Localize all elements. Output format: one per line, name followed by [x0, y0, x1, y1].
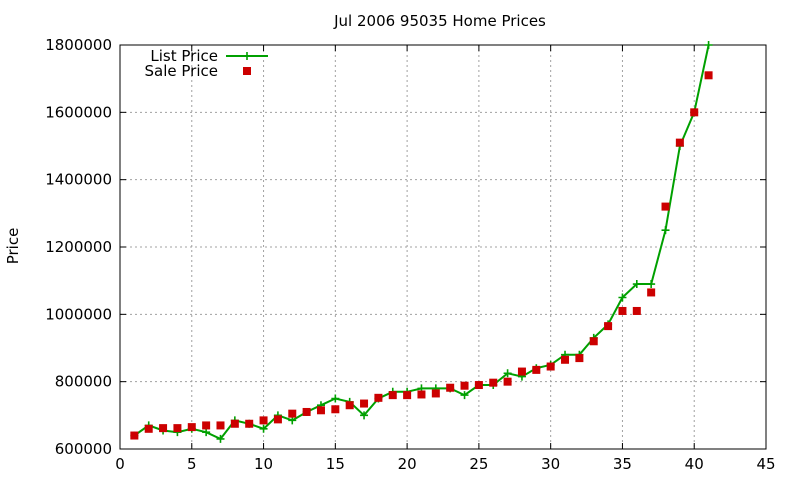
legend-marker-sale-price: [243, 67, 251, 75]
sale-price-point: [144, 424, 153, 433]
list-price-point: [202, 428, 211, 437]
sale-price-point: [130, 431, 139, 440]
list-price-point: [360, 411, 369, 420]
sale-price-point: [589, 337, 598, 346]
sale-price-point: [532, 365, 541, 374]
sale-price-point: [230, 419, 239, 428]
series-layer: [130, 41, 713, 443]
list-price-point: [618, 293, 627, 302]
sale-price-point: [316, 406, 325, 415]
x-tick-label: 25: [469, 455, 488, 473]
list-price-point: [704, 41, 713, 49]
sale-price-point: [431, 389, 440, 398]
sale-price-point: [690, 108, 699, 117]
sale-price-point: [661, 202, 670, 211]
y-tick-label: 1800000: [45, 36, 112, 54]
y-tick-label: 800000: [55, 373, 112, 391]
x-tick-label: 5: [187, 455, 197, 473]
sale-price-point: [173, 424, 182, 433]
y-axis-label: Price: [4, 228, 22, 265]
chart-title: Jul 2006 95035 Home Prices: [333, 12, 546, 30]
legend: List Price Sale Price: [145, 47, 268, 80]
sale-price-point: [273, 415, 282, 424]
sale-price-point: [331, 405, 340, 414]
sale-price-point: [159, 424, 168, 433]
y-tick-label: 1000000: [45, 305, 112, 323]
sale-price-point: [460, 381, 469, 390]
sale-price-point: [245, 419, 254, 428]
x-tick-label: 40: [685, 455, 704, 473]
sale-price-point: [360, 399, 369, 408]
y-tick-label: 1600000: [45, 103, 112, 121]
sale-price-point: [446, 383, 455, 392]
x-tick-label: 15: [326, 455, 345, 473]
sale-price-point: [417, 390, 426, 399]
y-tick-label: 1200000: [45, 238, 112, 256]
x-tick-label: 0: [115, 455, 125, 473]
sale-price-point: [202, 421, 211, 430]
legend-marker-list-price: [243, 52, 251, 60]
sale-price-point: [575, 354, 584, 363]
sale-price-point: [489, 378, 498, 387]
x-tick-label: 45: [756, 455, 775, 473]
sale-price-point: [216, 421, 225, 430]
list-price-point: [503, 369, 512, 378]
sale-price-point: [546, 362, 555, 371]
plot-area-border: [119, 44, 767, 450]
sale-price-point: [345, 401, 354, 410]
sale-price-point: [561, 355, 570, 364]
sale-price-point: [187, 423, 196, 432]
list-price-point: [331, 394, 340, 403]
sale-price-point: [474, 381, 483, 390]
list-price-point: [259, 424, 268, 433]
list-price-point: [288, 416, 297, 425]
sale-price-point: [517, 367, 526, 376]
y-tick-label: 600000: [55, 440, 112, 458]
list-price-point: [460, 391, 469, 400]
sale-price-point: [647, 288, 656, 297]
sale-price-point: [632, 306, 641, 315]
sale-price-point: [618, 306, 627, 315]
sale-price-point: [374, 393, 383, 402]
list-price-point: [632, 280, 641, 289]
sale-price-point: [388, 391, 397, 400]
list-price-point: [647, 280, 656, 289]
x-tick-label: 30: [541, 455, 560, 473]
sale-price-point: [704, 71, 713, 80]
y-tick-label: 1400000: [45, 171, 112, 189]
sale-price-point: [403, 391, 412, 400]
x-tick-label: 35: [613, 455, 632, 473]
legend-label-list-price: List Price: [150, 47, 218, 65]
sale-price-point: [503, 377, 512, 386]
sale-price-point: [302, 407, 311, 416]
sale-price-point: [259, 416, 268, 425]
tick-labels: 0 5 10 15 20 25 30 35 40 45 600000 800000 1000000 120…: [45, 36, 775, 473]
sale-price-point: [604, 322, 613, 331]
x-tick-label: 20: [398, 455, 417, 473]
sale-price-point: [288, 409, 297, 418]
x-tick-label: 10: [254, 455, 273, 473]
sale-price-point: [675, 138, 684, 147]
list-price-point: [661, 226, 670, 235]
list-price-point: [216, 434, 225, 443]
legend-label-sale-price: Sale Price: [145, 62, 218, 80]
